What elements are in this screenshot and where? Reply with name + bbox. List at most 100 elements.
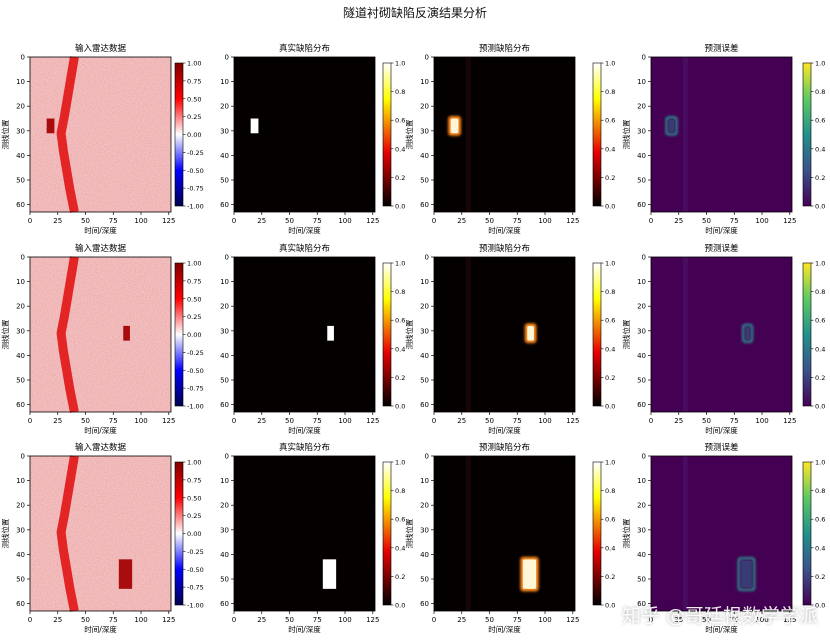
x-tick-label: 0: [232, 217, 236, 225]
radar-defect: [123, 325, 130, 341]
y-axis-label: 测线位置: [404, 319, 414, 349]
colorbar: [802, 461, 812, 606]
colorbar-tick-label: 1.0: [395, 60, 405, 68]
y-tick-label: 40: [220, 551, 229, 559]
x-tick-label: 0: [28, 417, 32, 425]
panel-frame: [29, 455, 172, 612]
colorbar-tick-label: 0.4: [395, 544, 405, 552]
y-tick-label: 30: [420, 127, 429, 135]
y-tick-label: 20: [16, 103, 25, 111]
x-axis-label: 时间/深度: [288, 425, 321, 435]
y-tick-label: 10: [420, 278, 429, 286]
y-tick-label: 0: [21, 54, 25, 62]
colorbar-tick-label: 0.6: [395, 317, 405, 325]
y-axis-label: 测线位置: [621, 518, 631, 548]
colorbar-tick-label: 1.0: [605, 60, 615, 68]
panel-title: 预测缺陷分布: [479, 243, 530, 254]
colorbar: [382, 62, 392, 207]
colorbar-tick-label: 1.0: [815, 260, 825, 268]
colorbar-tick-label: 0.2: [395, 374, 405, 382]
colorbar-tick-label: 0.8: [815, 88, 825, 96]
x-tick-label: 50: [81, 616, 90, 624]
y-tick-label: 20: [220, 502, 229, 510]
y-tick-label: 40: [637, 352, 646, 360]
defect-background: [434, 257, 575, 412]
y-tick-label: 60: [637, 201, 646, 209]
x-tick-label: 25: [674, 616, 683, 624]
panel-r1-c3: 预测缺陷分布 0 25 50 75 100 125 0 10 20 30 40 50 60 时间/深度 测线位…: [404, 43, 615, 235]
colorbar-tick-label: 0.4: [605, 145, 615, 153]
colorbar-tick-label: 0.25: [187, 313, 201, 321]
colorbar-tick-label: -1.00: [187, 403, 204, 411]
colorbar: [382, 262, 392, 407]
colorbar-tick-label: 0.50: [187, 95, 201, 103]
y-tick-label: 50: [220, 576, 229, 584]
colorbar-tick-label: 0.2: [395, 573, 405, 581]
error-background: [651, 456, 792, 611]
y-tick-label: 50: [637, 377, 646, 385]
y-tick-label: 30: [220, 327, 229, 335]
panel-title: 预测误差: [704, 442, 738, 453]
colorbar-tick-label: 1.0: [395, 459, 405, 467]
x-tick-label: 100: [338, 616, 351, 624]
colorbar-tick-label: 0.0: [395, 602, 405, 610]
x-tick-label: 75: [730, 417, 739, 425]
x-axis-label: 时间/深度: [705, 624, 738, 634]
defect-background: [234, 57, 375, 212]
x-tick-label: 100: [538, 616, 551, 624]
y-tick-label: 10: [420, 78, 429, 86]
panel-r1-c2: 真实缺陷分布 0 25 50 75 100 125 0 10 20 30 40 50 60 时间/深度 1.0…: [220, 43, 405, 235]
y-tick-label: 60: [420, 401, 429, 409]
x-tick-label: 0: [649, 616, 653, 624]
colorbar-tick-label: 0.2: [815, 174, 825, 182]
colorbar-tick-label: 1.00: [187, 459, 201, 467]
reflection-band: [56, 256, 79, 413]
x-tick-label: 0: [432, 217, 436, 225]
panel-title: 预测缺陷分布: [479, 442, 530, 453]
colorbar-tick-label: 0.00: [187, 331, 201, 339]
y-tick-label: 30: [637, 327, 646, 335]
x-tick-label: 0: [432, 616, 436, 624]
x-tick-label: 25: [257, 616, 266, 624]
panel-title: 预测误差: [704, 243, 738, 254]
colorbar-tick-label: 0.00: [187, 530, 201, 538]
x-tick-label: 100: [755, 616, 768, 624]
defect-background: [234, 257, 375, 412]
colorbar-tick-label: -0.50: [187, 566, 204, 574]
colorbar-tick-label: 0.50: [187, 295, 201, 303]
y-tick-label: 60: [16, 401, 25, 409]
x-tick-label: 25: [457, 217, 466, 225]
y-tick-label: 40: [16, 152, 25, 160]
error-outline: [665, 116, 678, 136]
true-defect: [322, 559, 337, 589]
colorbar-tick-label: 0.8: [395, 88, 405, 96]
colorbar-tick-label: 1.0: [815, 459, 825, 467]
x-tick-label: 100: [755, 217, 768, 225]
y-tick-label: 10: [220, 477, 229, 485]
y-tick-label: 30: [16, 127, 25, 135]
y-tick-label: 10: [637, 477, 646, 485]
y-tick-label: 40: [420, 352, 429, 360]
y-tick-label: 60: [16, 201, 25, 209]
x-tick-label: 50: [81, 417, 90, 425]
colorbar-tick-label: 0.4: [395, 345, 405, 353]
colorbar-tick-label: 0.8: [605, 88, 615, 96]
x-tick-label: 125: [366, 217, 379, 225]
colorbar-tick-label: -0.25: [187, 149, 204, 157]
colorbar-tick-label: -0.25: [187, 548, 204, 556]
error-outline: [742, 323, 754, 343]
y-tick-label: 0: [225, 54, 229, 62]
colorbar-tick-label: 0.50: [187, 494, 201, 502]
panel-r3-c4: 预测误差 0 25 50 75 100 125 0 10 20 30 40 50 60 时间/深度 测线位置 1…: [621, 442, 825, 634]
colorbar-tick-label: 0.6: [605, 516, 615, 524]
panel-frame: [650, 56, 793, 213]
y-tick-label: 0: [21, 254, 25, 262]
y-tick-label: 30: [637, 526, 646, 534]
x-tick-label: 25: [457, 417, 466, 425]
colorbar-tick-label: 0.2: [395, 174, 405, 182]
true-defect: [250, 118, 259, 134]
y-axis-label: 测线位置: [0, 319, 10, 349]
y-axis-label: 测线位置: [621, 119, 631, 149]
y-tick-label: 10: [220, 278, 229, 286]
colorbar-tick-label: 1.0: [605, 260, 615, 268]
